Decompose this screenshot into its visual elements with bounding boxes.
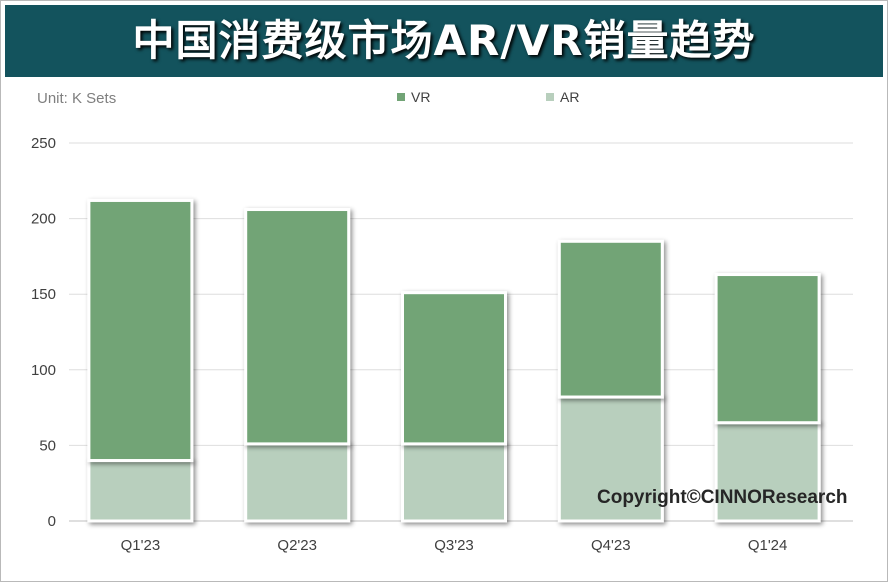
copyright-watermark: Copyright©CINNOResearch [597, 487, 848, 508]
y-tick-label: 200 [31, 211, 56, 228]
y-tick-label: 150 [31, 286, 56, 303]
bar-vr [557, 239, 664, 399]
y-tick-label: 100 [31, 362, 56, 379]
title-banner: 中国消费级市场AR/VR销量趋势 [5, 5, 883, 77]
y-tick-label: 0 [48, 513, 56, 530]
y-tick-label: 50 [39, 437, 56, 454]
x-tick-label: Q3'23 [434, 537, 474, 554]
bar-ar [401, 442, 507, 523]
legend-label-ar: AR [560, 89, 580, 105]
legend-swatch-vr [397, 93, 405, 101]
x-tick-label: Q1'23 [121, 537, 161, 554]
unit-label: Unit: K Sets [37, 90, 117, 107]
legend-item-vr: VR [397, 89, 430, 105]
legend-item-ar: AR [546, 89, 579, 105]
x-tick-label: Q1'24 [748, 537, 788, 554]
y-tick-label: 250 [31, 135, 56, 152]
legend-label-vr: VR [411, 89, 431, 105]
bar-vr [87, 198, 194, 463]
legend-swatch-ar [546, 93, 554, 101]
chart-title: 中国消费级市场AR/VR销量趋势 [132, 16, 756, 65]
x-tick-label: Q2'23 [277, 537, 317, 554]
bar-ar [244, 442, 351, 523]
bar-vr [714, 273, 821, 425]
bar-vr [401, 291, 507, 446]
bar-ar [714, 421, 821, 523]
bar-ar [87, 459, 194, 523]
bar-vr [244, 208, 351, 446]
x-tick-label: Q4'23 [591, 537, 631, 554]
